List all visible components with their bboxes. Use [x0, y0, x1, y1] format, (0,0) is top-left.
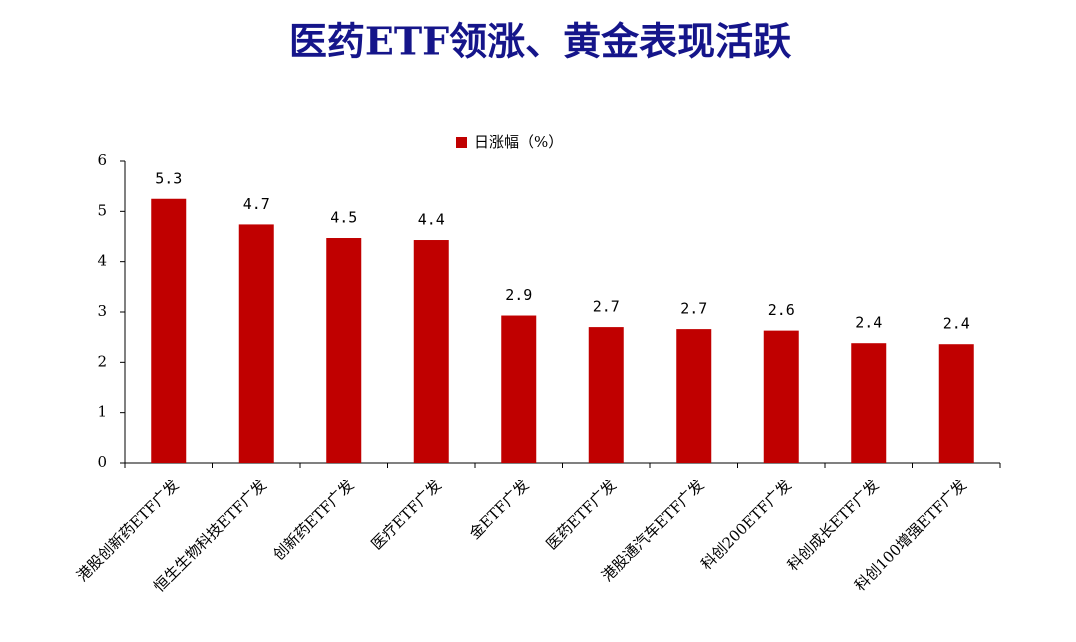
bar [238, 224, 274, 463]
bar [326, 238, 362, 463]
x-tick-label: 科创成长ETF广发 [784, 476, 883, 575]
value-label: 4.4 [418, 211, 445, 229]
legend-label: 日涨幅（%） [474, 133, 563, 151]
x-tick-label: 医药ETF广发 [543, 476, 620, 553]
value-label: 4.5 [330, 209, 357, 227]
y-tick-label: 1 [97, 403, 107, 421]
x-tick-label: 金ETF广发 [466, 476, 533, 543]
bar [851, 343, 887, 463]
chart-title: 医药ETF领涨、黄金表现活跃 [289, 19, 792, 64]
bar [763, 330, 799, 463]
y-tick-label: 5 [97, 201, 107, 219]
y-tick-label: 3 [97, 302, 107, 320]
value-label: 2.4 [855, 314, 882, 332]
bar [151, 198, 187, 463]
value-label: 2.9 [505, 286, 532, 304]
y-tick-label: 2 [97, 352, 107, 370]
bar [413, 240, 449, 463]
y-tick-label: 4 [97, 252, 107, 270]
value-label: 2.6 [768, 301, 795, 319]
legend-swatch [456, 137, 467, 148]
value-label: 4.7 [243, 195, 270, 213]
bar [676, 329, 712, 463]
x-tick-label: 科创200ETF广发 [697, 476, 795, 574]
bar [501, 315, 537, 463]
x-tick-label: 创新药ETF广发 [269, 476, 357, 564]
value-label: 2.4 [943, 315, 970, 333]
bar [938, 344, 974, 463]
value-label: 2.7 [593, 298, 620, 316]
y-tick-label: 6 [97, 151, 107, 169]
value-label: 5.3 [155, 169, 182, 187]
bar [588, 327, 624, 463]
x-tick-label: 医疗ETF广发 [368, 476, 445, 553]
value-label: 2.7 [680, 300, 707, 318]
y-tick-label: 0 [97, 453, 107, 471]
